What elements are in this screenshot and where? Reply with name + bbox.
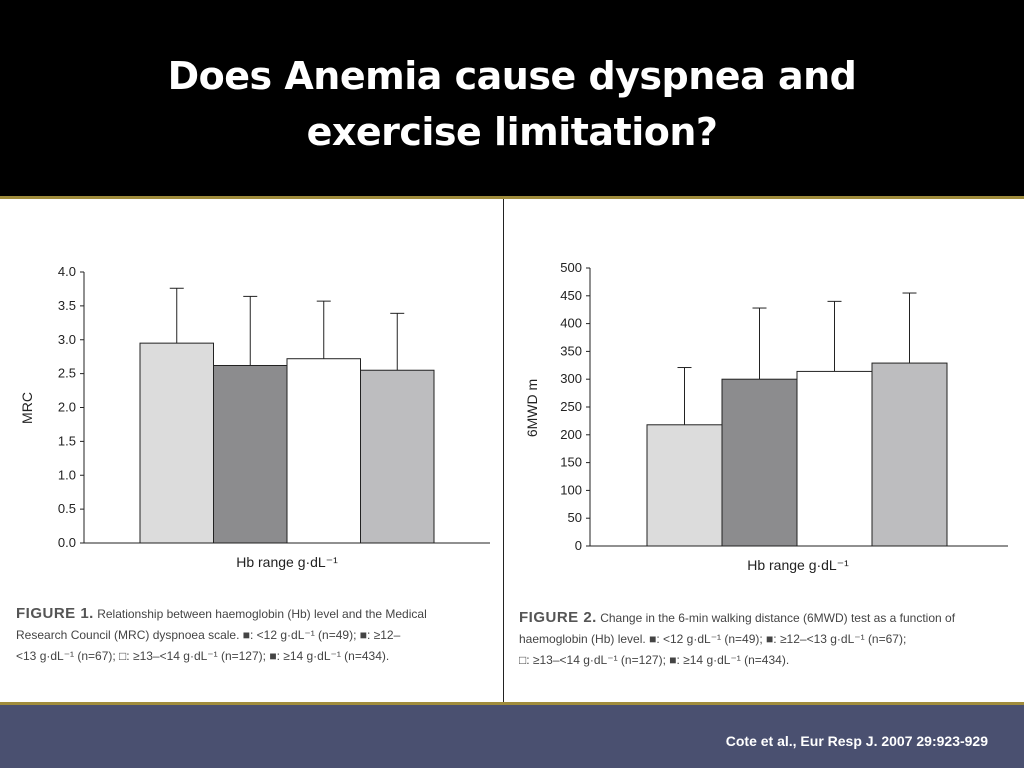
walk-y-tick-label: 150 [560,455,582,470]
figure2-caption: FIGURE 2. Change in the 6-min walking di… [519,607,1009,671]
walk-bar [646,424,723,547]
gold-rule-bottom [0,702,1024,705]
walk-y-tick-label: 300 [560,371,582,386]
figure1-label: FIGURE 1. [16,605,94,622]
mrc-y-tick-label: 1.0 [58,467,76,482]
slide-footer [0,705,1024,768]
walk-y-tick-label: 50 [568,510,582,525]
walk-y-tick-label: 450 [560,288,582,303]
walk-y-tick-label: 0 [575,538,582,553]
mrc-y-tick-label: 3.5 [58,298,76,313]
mrc-y-tick-label: 1.5 [58,433,76,448]
mrc-bar [213,364,288,544]
slide-title: Does Anemia cause dyspnea and exercise l… [167,54,857,154]
walk-bar [871,362,948,547]
walk-bar [796,370,873,547]
mrc-y-axis-title: MRC [19,392,35,424]
walk-y-axis-title: 6MWD m [524,379,540,437]
mrc-bar [360,369,435,544]
mrc-y-tick-label: 4.0 [58,264,76,279]
figure1-caption-line-1: Relationship between haemoglobin (Hb) le… [97,607,427,621]
mrc-y-tick-label: 2.5 [58,366,76,381]
mrc-x-axis-title: Hb range g·dL⁻¹ [236,554,338,570]
figure2-caption-line-1: Change in the 6-min walking distance (6M… [600,611,956,625]
figure1-caption-line-3: <13 g·dL⁻¹ (n=67); □: ≥13–<14 g·dL⁻¹ (n=… [16,649,390,663]
walk-y-tick-label: 100 [560,482,582,497]
walk-y-tick-label: 250 [560,399,582,414]
walk-y-tick-label: 500 [560,260,582,275]
mrc-y-tick-label: 0.5 [58,501,76,516]
figure2-caption-line-2: haemoglobin (Hb) level. ■: <12 g·dL⁻¹ (n… [519,632,907,646]
citation: Cote et al., Eur Resp J. 2007 29:923-929 [725,733,988,749]
mrc-bar [139,342,214,544]
walk-x-axis-title: Hb range g·dL⁻¹ [747,557,849,573]
walk-y-tick-label: 200 [560,427,582,442]
walk-y-tick-label: 400 [560,316,582,331]
figure1-caption-line-2: Research Council (MRC) dyspnoea scale. ■… [16,628,401,642]
walk-y-tick-label: 350 [560,343,582,358]
figure1-caption: FIGURE 1. Relationship between haemoglob… [16,603,492,667]
figure2-label: FIGURE 2. [519,609,597,626]
mrc-y-tick-label: 3.0 [58,332,76,347]
mrc-y-tick-label: 0.0 [58,535,76,550]
walk-bar [721,378,798,547]
slide-header: Does Anemia cause dyspnea and exercise l… [0,0,1024,196]
figure-divider [503,199,504,704]
gold-rule-top [0,196,1024,199]
figure2-caption-line-3: □: ≥13–<14 g·dL⁻¹ (n=127); ■: ≥14 g·dL⁻¹… [519,653,790,667]
mrc-y-tick-label: 2.0 [58,400,76,415]
mrc-bar [286,358,361,544]
